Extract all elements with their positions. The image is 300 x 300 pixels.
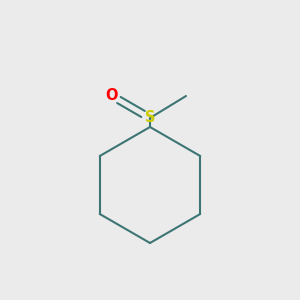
Text: S: S (145, 110, 155, 125)
Text: O: O (106, 88, 118, 104)
